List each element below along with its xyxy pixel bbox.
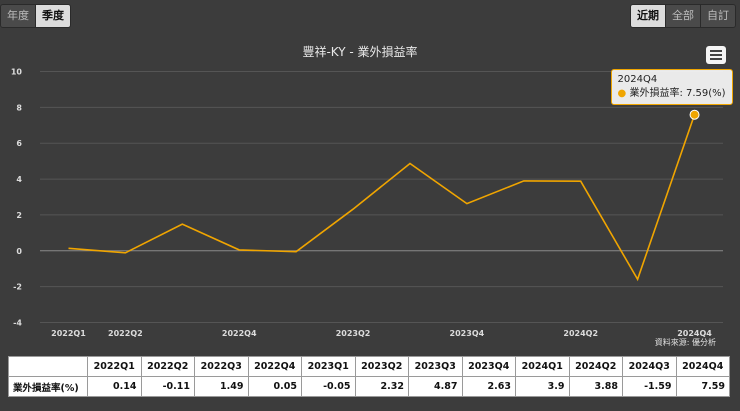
bullet-icon: ● <box>617 87 627 99</box>
x-tick-label: 2023Q4 <box>450 329 485 338</box>
table-cell: 0.05 <box>247 376 302 397</box>
table-cell: 4.87 <box>408 376 463 397</box>
table-header-cell: 2022Q4 <box>247 356 302 377</box>
table-cell: -1.59 <box>622 376 677 397</box>
period-button-0[interactable]: 年度 <box>1 5 36 27</box>
x-tick-label: 2022Q1 <box>51 329 86 338</box>
y-tick-label: -2 <box>13 283 22 292</box>
table-corner <box>8 356 88 377</box>
table-header-cell: 2024Q3 <box>622 356 677 377</box>
table-cell: -0.05 <box>301 376 356 397</box>
y-tick-label: 8 <box>16 103 22 112</box>
tooltip-row: ● 業外損益率: 7.59(%) <box>618 87 726 101</box>
period-button-1[interactable]: 季度 <box>36 5 70 27</box>
table-header-cell: 2023Q3 <box>408 356 463 377</box>
tooltip-title: 2024Q4 <box>617 73 658 85</box>
y-tick-label: 2 <box>16 211 22 220</box>
chart: 豐祥-KY - 業外損益率 -4 -2 0 2 4 6 8 10 2022Q1 2022Q2 20… <box>11 44 723 346</box>
tooltip: 2024Q4 ● 業外損益率: 7.59(%) <box>610 68 733 105</box>
x-tick-label: 2024Q2 <box>563 329 598 338</box>
table-header-cell: 2022Q1 <box>87 356 142 377</box>
table-cell: 3.9 <box>515 376 570 397</box>
y-tick-label: 6 <box>16 139 22 148</box>
table-cell: 3.88 <box>568 376 623 397</box>
period-toggle: 年度 季度 <box>0 4 71 28</box>
table-header-cell: 2024Q4 <box>675 356 730 377</box>
table-header-cell: 2023Q1 <box>301 356 356 377</box>
table-cell: 1.49 <box>194 376 249 397</box>
table-header-row: 2022Q1 2022Q2 2022Q3 2022Q4 2023Q1 2023Q2 2023… <box>8 356 730 377</box>
table-header-cell: 2023Q2 <box>354 356 409 377</box>
hamburger-menu-icon[interactable] <box>706 46 726 64</box>
chart-title: 豐祥-KY - 業外損益率 <box>302 44 417 59</box>
table-header-cell: 2022Q2 <box>140 356 195 377</box>
table-cell: 2.32 <box>354 376 409 397</box>
table-header-cell: 2024Q1 <box>515 356 570 377</box>
x-tick-label: 2022Q2 <box>108 329 143 338</box>
table-cell: 0.14 <box>87 376 142 397</box>
tooltip-text: 業外損益率: 7.59(%) <box>629 87 726 99</box>
y-tick-label: 4 <box>16 175 22 184</box>
range-toggle: 近期 全部 自訂 <box>630 4 736 28</box>
series-line <box>68 114 696 282</box>
table-header-cell: 2023Q4 <box>461 356 516 377</box>
y-tick-label: 0 <box>16 247 22 256</box>
table-cell: 2.63 <box>461 376 516 397</box>
highlighted-data-point[interactable] <box>689 109 700 120</box>
data-table: 2022Q1 2022Q2 2022Q3 2022Q4 2023Q1 2023Q2 2023… <box>8 356 730 397</box>
table-row: 業外損益率(%) 0.14 -0.11 1.49 0.05 -0.05 2.32 4.87 2… <box>8 376 730 397</box>
source-note: 資料來源: 優分析 <box>655 337 716 346</box>
range-button-0[interactable]: 近期 <box>631 5 666 27</box>
y-tick-label: 10 <box>11 68 23 77</box>
x-tick-label: 2023Q2 <box>336 329 371 338</box>
table-cell: -0.11 <box>140 376 195 397</box>
range-button-1[interactable]: 全部 <box>666 5 701 27</box>
x-tick-label: 2022Q4 <box>222 329 257 338</box>
table-cell: 7.59 <box>675 376 730 397</box>
y-tick-label: -4 <box>13 319 22 328</box>
row-label: 業外損益率(%) <box>8 376 88 397</box>
x-tick-label: 2024Q4 <box>677 329 712 338</box>
range-button-2[interactable]: 自訂 <box>701 5 735 27</box>
table-header-cell: 2024Q2 <box>568 356 623 377</box>
table-header-cell: 2022Q3 <box>194 356 249 377</box>
